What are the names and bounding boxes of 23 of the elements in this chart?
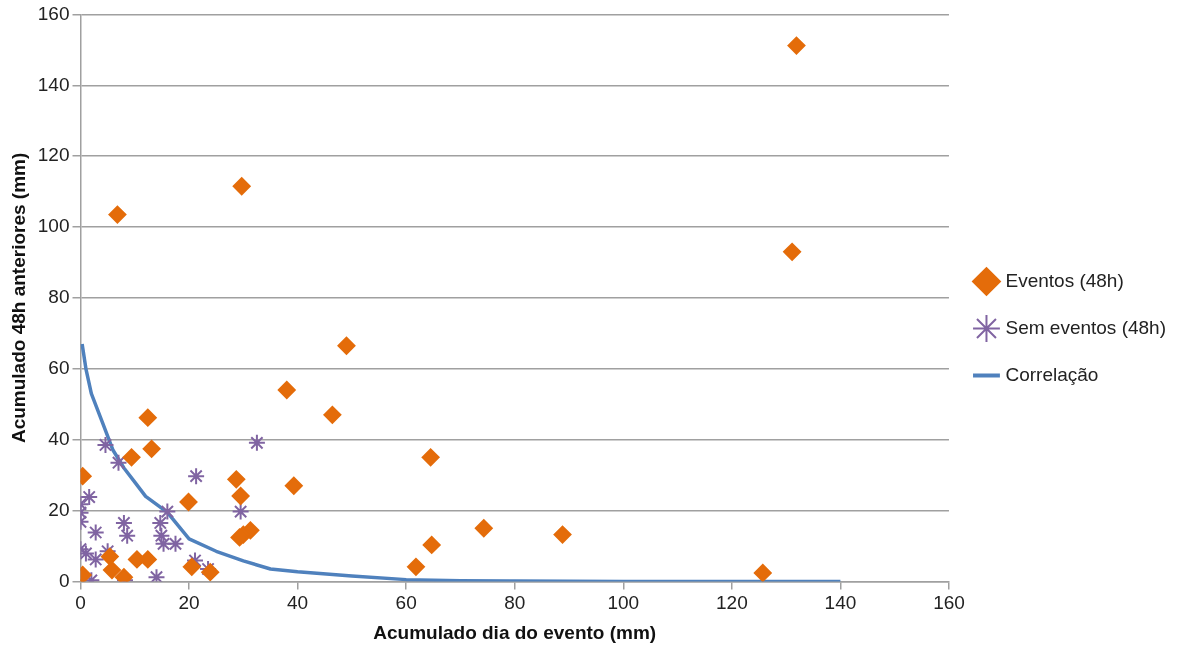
y-tick-label: 20 <box>48 498 70 520</box>
x-tick-label: 0 <box>75 592 86 614</box>
y-tick-label: 40 <box>48 427 70 449</box>
x-tick-label: 120 <box>716 592 748 614</box>
x-tick-label: 20 <box>178 592 200 614</box>
y-tick-label: 0 <box>58 569 70 591</box>
legend-label: Correlação <box>1005 363 1099 385</box>
x-tick-label: 140 <box>824 592 857 614</box>
y-tick-label: 80 <box>48 286 70 308</box>
x-tick-label: 160 <box>933 592 965 614</box>
x-tick-label: 100 <box>607 592 640 614</box>
y-tick-label: 120 <box>37 144 70 166</box>
legend-label: Eventos (48h) <box>1005 269 1124 291</box>
x-tick-label: 40 <box>287 592 309 614</box>
x-axis-title: Acumulado dia do evento (mm) <box>373 621 657 643</box>
y-tick-label: 60 <box>48 357 70 379</box>
x-tick-label: 80 <box>504 592 526 614</box>
legend-label: Sem eventos (48h) <box>1005 316 1167 338</box>
y-tick-label: 140 <box>37 73 70 95</box>
x-tick-label: 60 <box>395 592 417 614</box>
y-axis-title: Acumulado 48h anteriores (mm) <box>7 152 29 444</box>
y-tick-label: 100 <box>37 215 70 237</box>
y-tick-label: 160 <box>37 2 70 24</box>
